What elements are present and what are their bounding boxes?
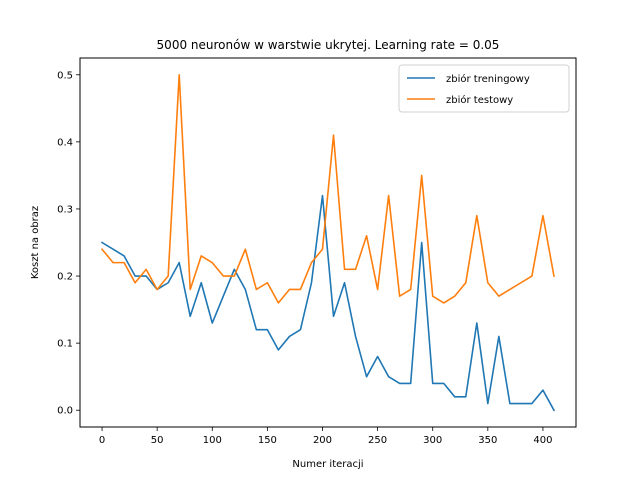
y-tick-label: 0.2 [57,272,73,283]
y-tick-label: 0.0 [57,406,73,417]
x-tick-label: 300 [423,435,442,446]
x-tick-label: 100 [203,435,222,446]
y-tick-label: 0.1 [57,339,73,350]
x-tick-label: 0 [99,435,105,446]
x-axis: 0 50 100 150 200 250 300 350 400 [99,427,552,446]
y-axis: 0.0 0.1 0.2 0.3 0.4 0.5 [57,70,80,417]
y-axis-label: Koszt na obraz [30,206,41,279]
x-tick-label: 400 [533,435,552,446]
series-line-test [100,73,555,304]
series-line-training [100,194,556,412]
x-tick-label: 150 [258,435,277,446]
legend-label-test: zbiór testowy [446,94,513,106]
series-layer [100,73,556,412]
plot-frame [79,57,577,428]
x-axis-label: Numer iteracji [292,459,363,470]
x-tick-label: 50 [151,435,164,446]
y-tick-label: 0.4 [57,137,73,148]
x-tick-label: 250 [368,435,387,446]
y-tick-label: 0.3 [57,204,73,215]
x-tick-label: 350 [478,435,497,446]
x-tick-label: 200 [313,435,332,446]
y-tick-label: 0.5 [57,70,73,81]
legend: zbiór treningowy zbiór testowy [398,64,570,113]
legend-box [398,64,570,113]
legend-label-training: zbiór treningowy [446,73,530,85]
chart-title: 5000 neuronów w warstwie ukrytej. Learni… [157,38,500,52]
